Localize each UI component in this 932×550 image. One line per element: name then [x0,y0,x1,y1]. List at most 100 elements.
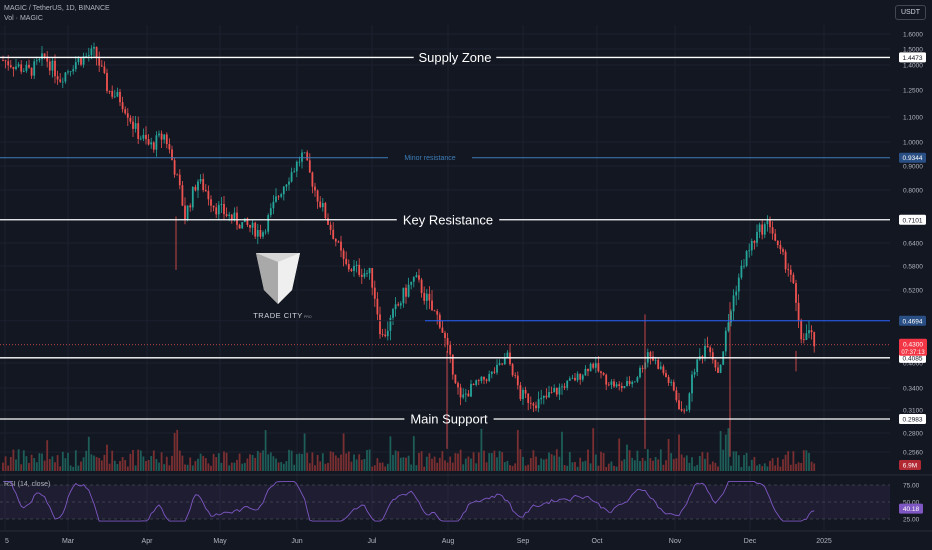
currency-button[interactable]: USDT [894,5,926,20]
candle-body [108,90,111,92]
volume-bar [7,465,10,471]
candle-body [789,269,792,275]
volume-bar [553,455,556,471]
candle-body [342,250,345,259]
volume-bar [298,453,301,471]
candle-body [797,302,800,321]
candle-body [204,189,207,192]
volume-bar [142,456,145,471]
candle-body [412,277,415,282]
volume-bar [670,453,673,471]
candle-body [574,377,576,381]
volume-bar [639,461,641,471]
candle-body [477,380,480,382]
level-label: Main Support [410,411,488,426]
candle-body [306,152,309,161]
candle-body [256,230,259,237]
candle-body [680,409,683,411]
volume-bar [207,463,210,471]
volume-bar [204,458,207,471]
candle-body [46,56,49,62]
candle-body [607,384,610,386]
candle-body [285,184,288,187]
volume-bar [472,452,475,471]
volume-bar [77,465,80,471]
candle-body [472,383,475,385]
candle-body [740,265,743,278]
volume-bar [636,450,639,471]
candle-body [358,264,361,275]
volume-bar [605,466,608,471]
candle-body [212,205,215,208]
candle-body [501,363,504,365]
level-price-tag [899,52,926,63]
rsi-pane: RSI (14, close) 75.00 50.00 25.00 40.18 [0,474,932,524]
candle-body [186,205,189,220]
time-tick-label: Dec [744,538,757,545]
volume-bar [784,454,787,471]
candle-body [129,117,132,122]
volume-bar [139,450,142,471]
candle-body [397,304,400,306]
volume-bar [524,465,527,471]
volume-bar [215,457,218,471]
candle-body [532,403,535,406]
volume-bar [342,433,345,471]
volume-bar [121,457,124,471]
volume-bar [228,465,231,471]
volume-bar [420,451,423,471]
candle-body [805,333,808,340]
volume-bar [132,449,134,471]
volume-bar [410,464,413,471]
candle-body [566,380,569,388]
candle-body [766,220,769,225]
volume-bar [243,462,246,471]
volume-bar [184,464,186,471]
symbol-title[interactable]: MAGIC / TetherUS, 1D, BINANCE [4,5,110,12]
candle-body [730,311,732,323]
candle-body [407,284,410,297]
candle-body [121,102,124,110]
volume-bar [477,452,480,471]
candle-body [402,287,405,304]
candle-body [241,221,244,229]
volume-bar [483,450,485,471]
volume-indicator-label[interactable]: Vol · MAGIC [4,15,43,22]
candle-body [670,382,673,383]
volume-bar [529,458,532,471]
candle-body [451,354,454,375]
volume-bar [386,463,389,471]
candle-body [316,190,319,202]
volume-bar [67,452,69,471]
time-tick-label: Nov [669,538,682,545]
candle-body [657,359,660,369]
volume-bar [464,458,467,471]
candle-body [181,185,184,206]
volume-bar [691,457,693,471]
volume-bar [561,431,563,471]
volume-bar [41,453,43,471]
candle-body [514,375,517,377]
candle-body [163,134,166,140]
volume-bar [641,457,644,471]
candle-body [709,347,712,353]
candle-body [384,334,387,337]
volume-bar [532,450,535,471]
volume-bar [319,461,322,471]
candle-body [693,372,696,375]
volume-bar [20,464,23,471]
volume-bar [347,451,350,471]
volume-bar [600,451,602,471]
candle-body [737,277,740,292]
candle-body [48,61,51,71]
volume-bar [4,456,7,471]
volume-bar [171,455,173,471]
candle-body [649,352,652,357]
candle-body [290,172,293,182]
candle-body [415,275,418,278]
volume-bar [295,454,298,471]
candle-body [587,368,589,372]
candle-body [381,334,384,335]
level-price-tag-label: 0.2983 [903,416,923,423]
